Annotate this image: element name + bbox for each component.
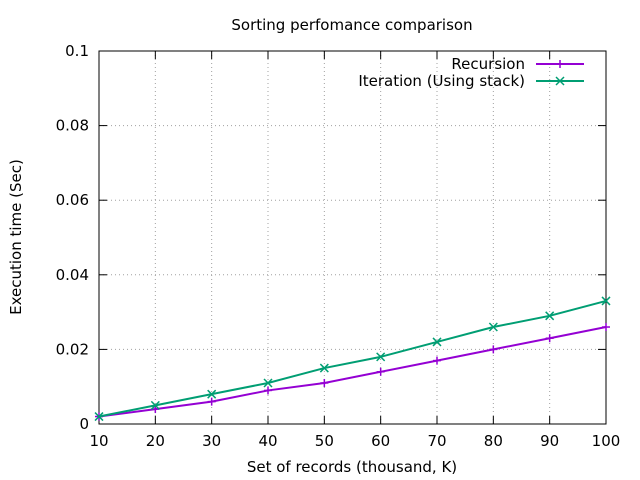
- data-point: [151, 405, 160, 414]
- x-tick-label: 20: [146, 432, 165, 450]
- point-mark: [263, 378, 273, 388]
- point-mark: [207, 389, 217, 399]
- data-point: [376, 352, 386, 362]
- plot-frame: [98, 50, 607, 425]
- axis-ticks: 10 20 30 40 50 60 70 80 90 100 0 0.02 0.04 0.06 0.08 0.…: [56, 42, 621, 450]
- y-tick-label: 0.08: [56, 117, 89, 135]
- point-mark: [555, 76, 565, 86]
- x-tick-label: 60: [371, 432, 390, 450]
- data-point: [94, 412, 104, 422]
- data-point: [264, 386, 272, 395]
- legend-label: Recursion: [451, 55, 525, 73]
- plot-border: [98, 50, 607, 425]
- y-axis-label: Execution time (Sec): [7, 159, 25, 315]
- series-1: [94, 296, 611, 422]
- data-point: [601, 296, 611, 306]
- data-point: [207, 389, 217, 399]
- x-axis-label: Set of records (thousand, K): [247, 458, 457, 476]
- data-point: [320, 378, 329, 387]
- point-mark: [432, 337, 442, 347]
- chart-title: Sorting perfomance comparison: [231, 16, 472, 34]
- x-tick-label: 80: [484, 432, 503, 450]
- x-tick-label: 40: [258, 432, 277, 450]
- data-point: [263, 378, 273, 388]
- series-line: [98, 299, 607, 418]
- data-point: [555, 76, 565, 86]
- data-point: [319, 363, 329, 373]
- series-0: [95, 323, 610, 421]
- data-point: [150, 400, 160, 410]
- data-point: [556, 60, 564, 68]
- y-tick-label: 0.02: [56, 340, 89, 358]
- point-mark: [488, 322, 498, 332]
- series-layer: [94, 296, 611, 422]
- y-tick-label: 0.1: [65, 42, 89, 60]
- data-point: [433, 356, 441, 365]
- point-mark: [150, 400, 160, 410]
- x-tick-label: 50: [315, 432, 334, 450]
- point-mark: [545, 311, 555, 321]
- series-line: [98, 326, 607, 418]
- point-mark: [376, 352, 386, 362]
- data-point: [207, 397, 216, 406]
- legend-label: Iteration (Using stack): [358, 72, 525, 90]
- x-tick-label: 70: [427, 432, 446, 450]
- data-point: [488, 322, 498, 332]
- data-point: [489, 345, 498, 354]
- y-tick-label: 0: [79, 415, 89, 433]
- point-mark: [601, 296, 611, 306]
- x-tick-label: 100: [592, 432, 621, 450]
- data-point: [545, 334, 554, 343]
- x-tick-label: 10: [89, 432, 108, 450]
- data-point: [376, 367, 385, 376]
- x-tick-label: 30: [202, 432, 221, 450]
- point-mark: [94, 412, 104, 422]
- x-tick-label: 90: [540, 432, 559, 450]
- data-point: [545, 311, 555, 321]
- point-mark: [319, 363, 329, 373]
- y-tick-label: 0.06: [56, 191, 89, 209]
- grid: [99, 51, 606, 424]
- data-point: [432, 337, 442, 347]
- data-point: [602, 323, 610, 332]
- y-tick-label: 0.04: [56, 266, 89, 284]
